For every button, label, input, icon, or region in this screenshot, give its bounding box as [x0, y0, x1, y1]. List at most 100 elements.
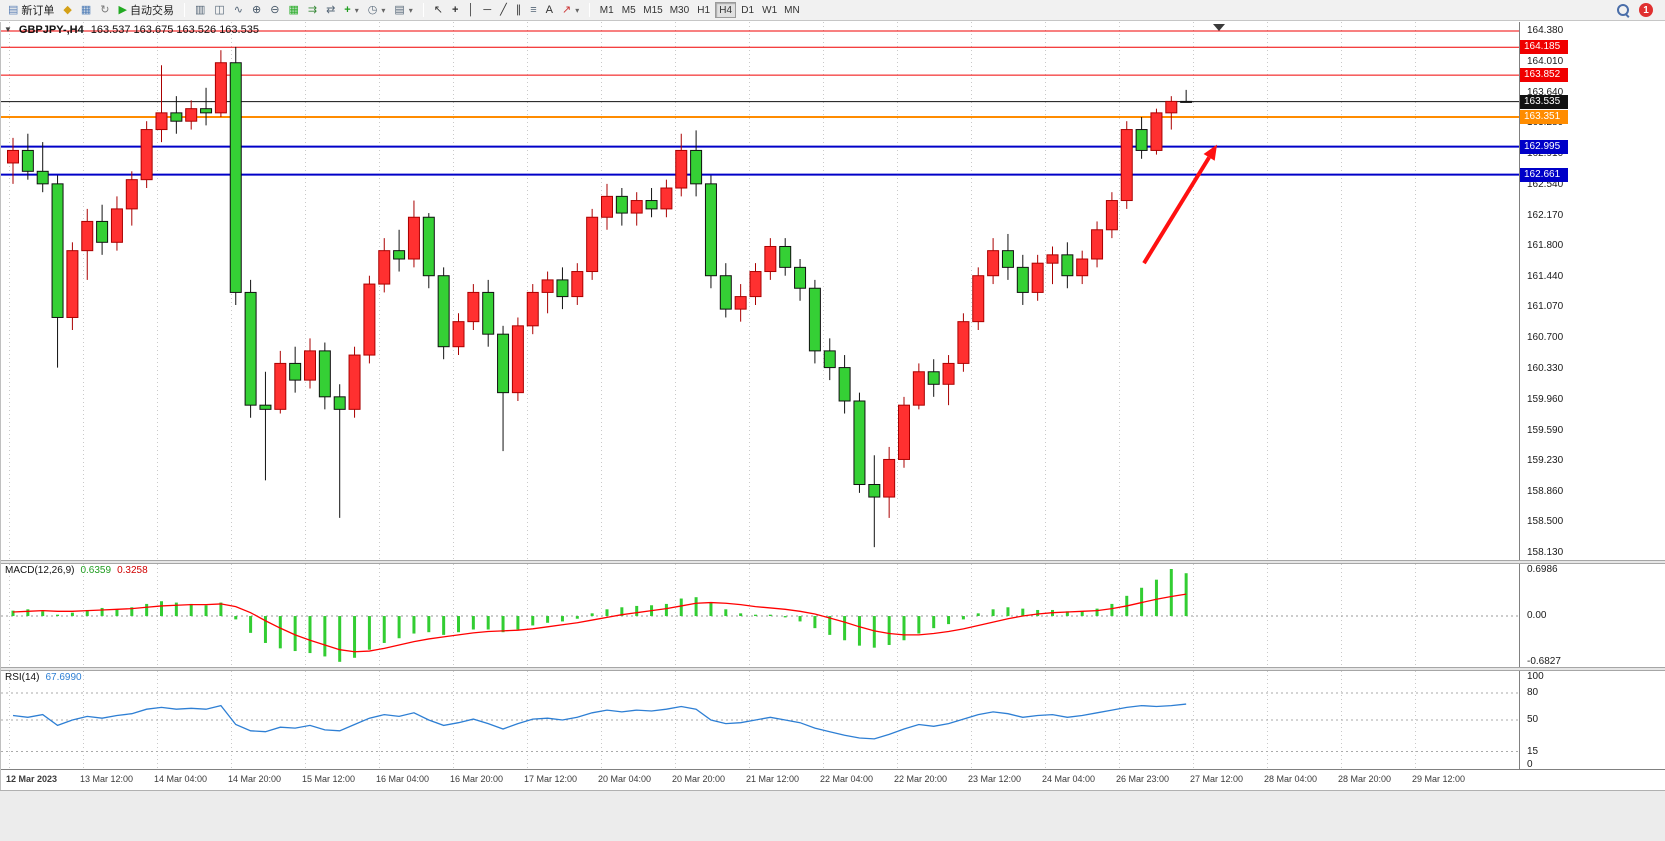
refresh-icon: ↻ — [100, 3, 110, 16]
time-axis-label: 22 Mar 20:00 — [894, 774, 948, 784]
rsi-chart[interactable] — [1, 671, 1519, 769]
candle — [808, 287, 821, 352]
candle — [363, 283, 376, 356]
candle — [541, 279, 554, 293]
time-axis-label: 23 Mar 12:00 — [968, 774, 1022, 784]
candlestick-chart[interactable] — [1, 22, 1519, 560]
line-chart-button[interactable]: ∿ — [230, 1, 247, 19]
price-axis-label: 162.540 — [1527, 178, 1564, 190]
candle — [333, 396, 346, 410]
price-axis-label: 162.170 — [1527, 209, 1564, 221]
notification-badge[interactable]: 1 — [1639, 3, 1653, 17]
timeframe-h4[interactable]: H4 — [715, 2, 737, 18]
indicators-button[interactable]: + — [340, 1, 362, 19]
tile-windows-button[interactable]: ▦ — [284, 1, 302, 19]
market-watch-button[interactable]: ▦ — [77, 1, 95, 19]
candlestick-chart-button[interactable]: ◫ — [210, 1, 228, 19]
chart-shift-button[interactable]: ⇄ — [322, 1, 339, 19]
candle — [690, 149, 703, 185]
price-axis-label: 161.070 — [1527, 301, 1564, 313]
bar-chart-button[interactable]: ▥ — [191, 1, 209, 19]
resistance-line-1-label[interactable]: 164.185 — [1520, 40, 1568, 55]
time-axis[interactable]: 12 Mar 2023 13 Mar 12:00 14 Mar 04:00 14 Ma… — [1, 769, 1665, 790]
pivot-line-orange-label[interactable]: 163.351 — [1520, 109, 1568, 124]
timeframe-m5[interactable]: M5 — [618, 2, 639, 18]
candle — [482, 291, 495, 335]
templates-button[interactable]: ▤ — [390, 1, 416, 19]
price-axis-label: 158.860 — [1527, 486, 1564, 498]
autotrading-button[interactable]: ▶ 自动交易 — [115, 1, 178, 19]
time-axis-label: 28 Mar 20:00 — [1338, 774, 1392, 784]
timeframe-w1[interactable]: W1 — [759, 2, 780, 18]
candle — [378, 250, 391, 285]
timeframe-d1[interactable]: D1 — [737, 2, 758, 18]
fibonacci-button[interactable]: ≡ — [526, 1, 540, 19]
new-chart-button[interactable]: ◆ — [59, 1, 75, 19]
trendline-icon: ╱ — [500, 3, 507, 16]
horizontal-line-button[interactable]: ─ — [479, 1, 495, 19]
macd-chart[interactable] — [1, 564, 1519, 667]
rsi-axis-label: 100 — [1527, 671, 1544, 682]
macd-pane[interactable]: MACD(12,26,9) 0.6359 0.3258 — [1, 564, 1519, 667]
candle — [467, 291, 480, 323]
price-axis-label: 161.800 — [1527, 240, 1564, 252]
support-line-1-label[interactable]: 162.995 — [1520, 139, 1568, 154]
new-order-button[interactable]: ▤ 新订单 — [4, 1, 58, 19]
vertical-line-button[interactable]: │ — [463, 1, 478, 19]
candle — [81, 220, 94, 252]
candle — [1076, 258, 1089, 277]
toolbar: ▤新订单◆▦↻▶自动交易▥◫∿⊕⊖▦⇉⇄+◷▤↖+│─╱∥≡A↗M1M5M15M… — [0, 0, 1665, 21]
chart-shift-marker[interactable] — [1213, 24, 1225, 31]
text-button[interactable]: A — [542, 1, 557, 19]
channel-button[interactable]: ∥ — [512, 1, 526, 19]
zoom-out-button[interactable]: ⊖ — [266, 1, 283, 19]
pane-splitter-rsi[interactable] — [1, 667, 1665, 671]
candle — [185, 108, 198, 122]
rsi-axis-label: 50 — [1527, 714, 1539, 725]
price-axis[interactable]: 164.380164.010163.640163.280162.910162.5… — [1519, 22, 1665, 770]
indicators-plus-icon: + — [344, 3, 351, 16]
candle — [393, 250, 406, 260]
timeframe-h1[interactable]: H1 — [693, 2, 714, 18]
zoom-in-button[interactable]: ⊕ — [248, 1, 265, 19]
timeframe-m1[interactable]: M1 — [596, 2, 617, 18]
cursor-button[interactable]: ↖ — [430, 1, 447, 19]
price-axis-label: 164.380 — [1527, 25, 1564, 36]
timeframe-m30[interactable]: M30 — [667, 2, 692, 18]
price-axis-label: 160.700 — [1527, 332, 1564, 344]
toolbar-separator — [422, 3, 424, 17]
refresh-button[interactable]: ↻ — [96, 1, 113, 19]
support-line-2-label[interactable]: 162.661 — [1520, 167, 1568, 182]
time-axis-label: 20 Mar 20:00 — [672, 774, 726, 784]
candle — [407, 216, 420, 260]
candle — [1061, 254, 1074, 277]
candle — [972, 275, 985, 323]
arrows-button[interactable]: ↗ — [558, 1, 583, 19]
timeframe-mn[interactable]: MN — [781, 2, 803, 18]
crosshair-button[interactable]: + — [448, 1, 462, 19]
periods-button[interactable]: ◷ — [364, 1, 390, 19]
candle — [1001, 250, 1014, 268]
candle — [422, 216, 435, 277]
trend-arrow[interactable] — [1142, 144, 1217, 265]
market-watch-icon: ▦ — [80, 3, 92, 16]
macd-axis-label: 0.6986 — [1527, 564, 1558, 575]
resistance-line-2-label[interactable]: 163.852 — [1520, 68, 1568, 83]
rsi-pane[interactable]: RSI(14) 67.6990 — [1, 671, 1519, 769]
auto-scroll-icon: ⇉ — [307, 3, 318, 16]
price-axis-label: 159.960 — [1527, 394, 1564, 406]
text-icon: A — [545, 3, 553, 16]
timeframe-m15[interactable]: M15 — [640, 2, 665, 18]
toolbar-right: 1 — [1617, 3, 1661, 17]
pane-splitter-macd[interactable] — [1, 560, 1665, 564]
search-icon[interactable] — [1617, 3, 1630, 17]
main-chart-pane[interactable]: ▼ GBPJPY-,H4 163.537 163.675 163.526 163… — [1, 22, 1519, 560]
trendline-button[interactable]: ╱ — [496, 1, 511, 19]
auto-scroll-button[interactable]: ⇉ — [304, 1, 321, 19]
candle — [229, 62, 242, 293]
candle — [140, 129, 153, 181]
new-order-icon: ▤ — [8, 3, 19, 16]
candle — [823, 350, 836, 369]
one-click-trading-toggle[interactable]: ▼ — [4, 25, 12, 34]
candle — [1105, 200, 1118, 231]
